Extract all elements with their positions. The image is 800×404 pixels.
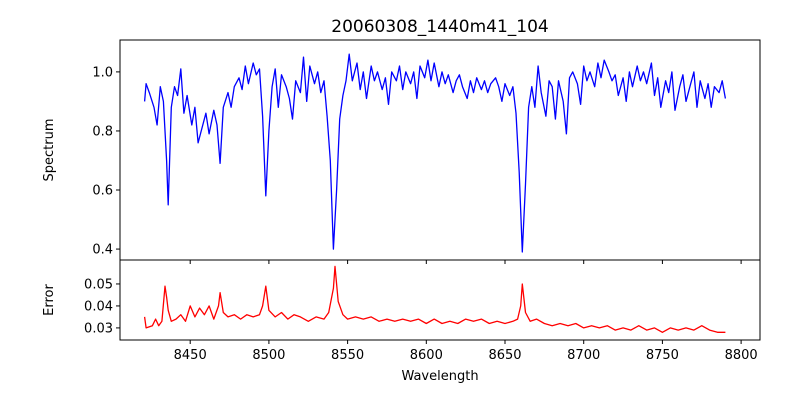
spectrum-ytick-label: 0.8: [92, 124, 113, 139]
spectrum-axes-frame: [119, 39, 761, 261]
spectrum-ytick-label: 1.0: [92, 65, 113, 80]
spectrum-ytick-label: 0.6: [92, 184, 113, 199]
xtick-label: 8500: [252, 348, 285, 363]
x-axis-label: Wavelength: [401, 369, 478, 384]
xtick-label: 8650: [488, 348, 521, 363]
spectrum-ytick-label: 0.4: [92, 243, 113, 258]
spectrum-line: [143, 53, 727, 253]
error-axes-frame: [119, 259, 761, 341]
y-axis-label-error: Error: [42, 284, 57, 316]
error-line: [143, 265, 726, 333]
xtick-label: 8750: [646, 348, 679, 363]
spectrum-panel: 0.4 0.6 0.8 1.0: [92, 39, 761, 264]
chart-title: 20060308_1440m41_104: [331, 17, 548, 37]
error-ytick-label: 0.03: [84, 321, 113, 336]
error-ytick-label: 0.05: [84, 277, 113, 292]
xtick-label: 8450: [174, 348, 207, 363]
xtick-label: 8600: [410, 348, 443, 363]
error-panel: 0.03 0.04 0.05 8450 8500 8550 8600 8650 8700 8750…: [84, 259, 761, 363]
xtick-label: 8800: [725, 348, 758, 363]
y-axis-label-spectrum: Spectrum: [42, 119, 57, 182]
xtick-label: 8550: [331, 348, 364, 363]
error-ytick-label: 0.04: [84, 299, 113, 314]
xtick-label: 8700: [567, 348, 600, 363]
